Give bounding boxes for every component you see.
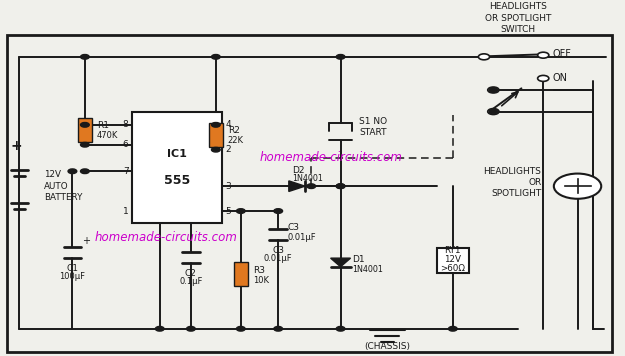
Circle shape xyxy=(68,169,77,174)
Circle shape xyxy=(211,122,220,127)
Circle shape xyxy=(186,326,195,331)
Circle shape xyxy=(81,142,89,147)
Circle shape xyxy=(554,174,601,199)
Text: 6: 6 xyxy=(122,140,129,149)
Text: C3: C3 xyxy=(288,223,299,232)
Circle shape xyxy=(336,326,345,331)
Text: 3: 3 xyxy=(225,182,231,191)
Bar xyxy=(78,118,92,142)
Bar xyxy=(132,111,222,222)
Circle shape xyxy=(211,147,220,152)
Text: D2: D2 xyxy=(292,166,304,175)
Circle shape xyxy=(488,87,499,93)
Circle shape xyxy=(211,54,220,59)
Bar xyxy=(209,123,222,147)
Text: >60Ω: >60Ω xyxy=(440,263,465,273)
Circle shape xyxy=(488,109,499,115)
Circle shape xyxy=(336,184,345,188)
Circle shape xyxy=(538,52,549,58)
Circle shape xyxy=(81,169,89,174)
Circle shape xyxy=(489,109,498,114)
Circle shape xyxy=(307,184,316,188)
Text: RY1: RY1 xyxy=(444,246,461,255)
Text: ON: ON xyxy=(552,73,568,83)
Circle shape xyxy=(336,184,345,188)
Polygon shape xyxy=(331,258,351,267)
Text: 8: 8 xyxy=(122,120,129,129)
Text: C3: C3 xyxy=(272,246,284,255)
Text: 22K: 22K xyxy=(228,136,244,145)
Text: 12V: 12V xyxy=(444,255,461,264)
Bar xyxy=(234,262,248,286)
Text: 100μF: 100μF xyxy=(59,272,86,281)
Text: 7: 7 xyxy=(122,167,129,176)
Text: HEADLIGHTS
OR SPOTLIGHT
SWITCH: HEADLIGHTS OR SPOTLIGHT SWITCH xyxy=(485,2,551,33)
Circle shape xyxy=(538,75,549,82)
Bar xyxy=(437,248,469,273)
Text: R1: R1 xyxy=(97,121,109,130)
Text: 0.01μF: 0.01μF xyxy=(288,233,316,242)
Text: 0.01μF: 0.01μF xyxy=(264,253,292,263)
Text: +: + xyxy=(82,236,91,246)
Text: IC1: IC1 xyxy=(167,149,187,159)
Text: C1: C1 xyxy=(66,264,78,273)
Text: 1N4001: 1N4001 xyxy=(352,265,382,273)
Text: 2: 2 xyxy=(225,145,231,154)
Circle shape xyxy=(236,326,245,331)
Text: homemade-circuits.com: homemade-circuits.com xyxy=(260,152,402,164)
Circle shape xyxy=(336,54,345,59)
Text: 1: 1 xyxy=(122,206,129,215)
Circle shape xyxy=(236,209,245,213)
Text: homemade-circuits.com: homemade-circuits.com xyxy=(94,231,238,244)
Circle shape xyxy=(81,54,89,59)
Text: D1: D1 xyxy=(352,255,364,264)
Text: 5: 5 xyxy=(225,206,231,215)
Text: 4: 4 xyxy=(225,120,231,129)
Text: 1N4001: 1N4001 xyxy=(292,174,322,183)
Text: R3: R3 xyxy=(253,266,264,274)
Text: 555: 555 xyxy=(164,174,190,187)
Text: 0.1μF: 0.1μF xyxy=(179,277,203,286)
Circle shape xyxy=(81,122,89,127)
Circle shape xyxy=(156,326,164,331)
Text: HEADLIGHTS
OR
SPOTLIGHT: HEADLIGHTS OR SPOTLIGHT xyxy=(484,167,541,198)
Circle shape xyxy=(479,54,488,59)
Text: R2: R2 xyxy=(228,126,239,135)
Polygon shape xyxy=(289,181,305,192)
Text: 12V
AUTO
BATTERY: 12V AUTO BATTERY xyxy=(44,170,83,202)
Circle shape xyxy=(449,326,457,331)
Circle shape xyxy=(274,209,282,213)
Circle shape xyxy=(478,54,489,60)
Text: +: + xyxy=(11,140,22,153)
Circle shape xyxy=(489,88,498,92)
Text: (CHASSIS): (CHASSIS) xyxy=(364,342,411,351)
Text: OFF: OFF xyxy=(552,48,571,58)
Circle shape xyxy=(274,326,282,331)
Text: 10K: 10K xyxy=(253,276,269,284)
Text: C2: C2 xyxy=(185,269,197,278)
Text: S1 NO
START: S1 NO START xyxy=(359,117,388,137)
Text: 470K: 470K xyxy=(97,131,118,140)
